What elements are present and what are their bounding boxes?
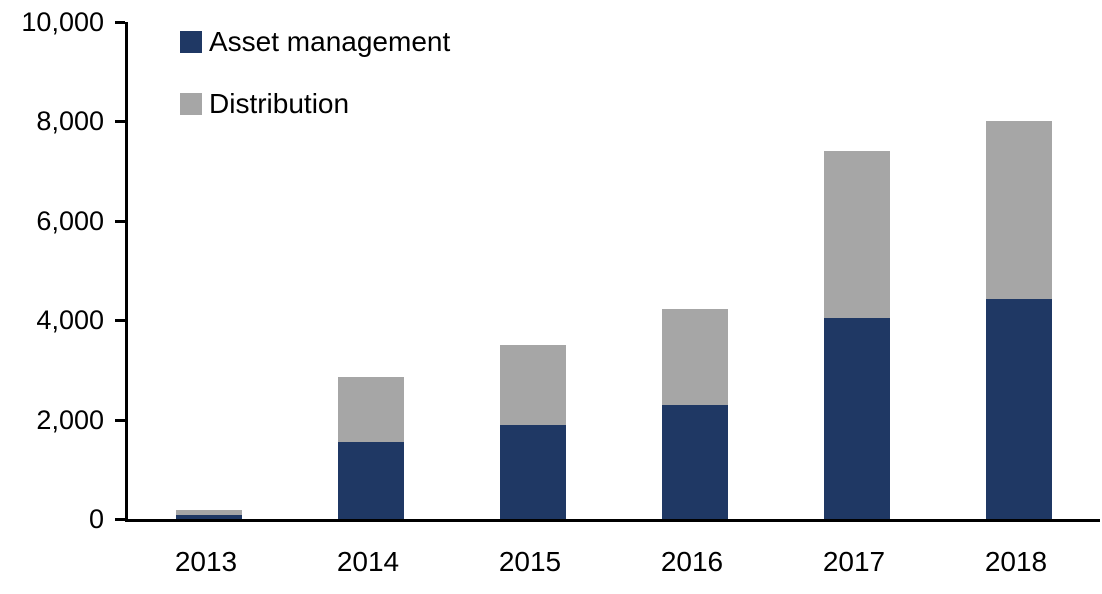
y-tick-mark-2000 bbox=[115, 418, 125, 422]
legend-label-asset-management: Asset management bbox=[209, 26, 451, 57]
bar-segment-distribution-2017 bbox=[824, 151, 890, 318]
y-tick-label-2000: 2,000 bbox=[36, 404, 104, 435]
y-tick-mark-10000 bbox=[115, 21, 125, 24]
bar-2018 bbox=[938, 22, 1100, 519]
bar-segment-asset-management-2013 bbox=[176, 515, 242, 519]
bar-segment-asset-management-2018 bbox=[986, 299, 1052, 519]
legend-swatch-asset-management-icon bbox=[180, 31, 202, 53]
bar-segment-asset-management-2015 bbox=[500, 424, 566, 519]
y-tick-mark-0 bbox=[115, 518, 125, 521]
bar-segment-distribution-2016 bbox=[662, 308, 728, 405]
bar-2015 bbox=[452, 22, 614, 519]
bar-2017 bbox=[776, 22, 938, 519]
legend: Asset management Distribution bbox=[180, 26, 451, 119]
y-tick-mark-4000 bbox=[115, 319, 125, 323]
x-tick-label-2017: 2017 bbox=[822, 546, 886, 577]
y-tick-label-6000: 6,000 bbox=[36, 205, 104, 236]
y-tick-mark-6000 bbox=[115, 219, 125, 223]
bars-row bbox=[128, 22, 1100, 519]
bar-2014 bbox=[290, 22, 452, 519]
bar-segment-asset-management-2014 bbox=[338, 441, 404, 519]
legend-item-asset-management: Asset management bbox=[180, 26, 451, 57]
y-tick-label-4000: 4,000 bbox=[36, 305, 104, 336]
bar-2016 bbox=[614, 22, 776, 519]
y-tick-mark-8000 bbox=[115, 120, 125, 124]
y-tick-label-10000: 10,000 bbox=[21, 7, 104, 37]
plot-area bbox=[115, 21, 1100, 522]
bar-segment-asset-management-2016 bbox=[662, 404, 728, 519]
x-tick-label-2014: 2014 bbox=[336, 546, 400, 577]
legend-item-distribution: Distribution bbox=[180, 88, 450, 119]
legend-swatch-distribution-icon bbox=[180, 93, 202, 115]
bar-segment-distribution-2014 bbox=[338, 377, 404, 442]
y-tick-label-8000: 8,000 bbox=[36, 106, 104, 137]
bar-segment-asset-management-2017 bbox=[824, 317, 890, 519]
bar-2013 bbox=[128, 22, 290, 519]
x-tick-label-2015: 2015 bbox=[498, 546, 562, 577]
bar-segment-distribution-2015 bbox=[500, 345, 566, 425]
x-tick-label-2016: 2016 bbox=[660, 546, 724, 577]
legend-label-distribution: Distribution bbox=[209, 88, 350, 119]
y-tick-label-0: 0 bbox=[88, 504, 104, 534]
x-tick-label-2013: 2013 bbox=[174, 546, 238, 577]
bar-segment-distribution-2013 bbox=[176, 509, 242, 516]
x-tick-label-2018: 2018 bbox=[984, 546, 1048, 577]
bar-segment-distribution-2018 bbox=[986, 121, 1052, 300]
